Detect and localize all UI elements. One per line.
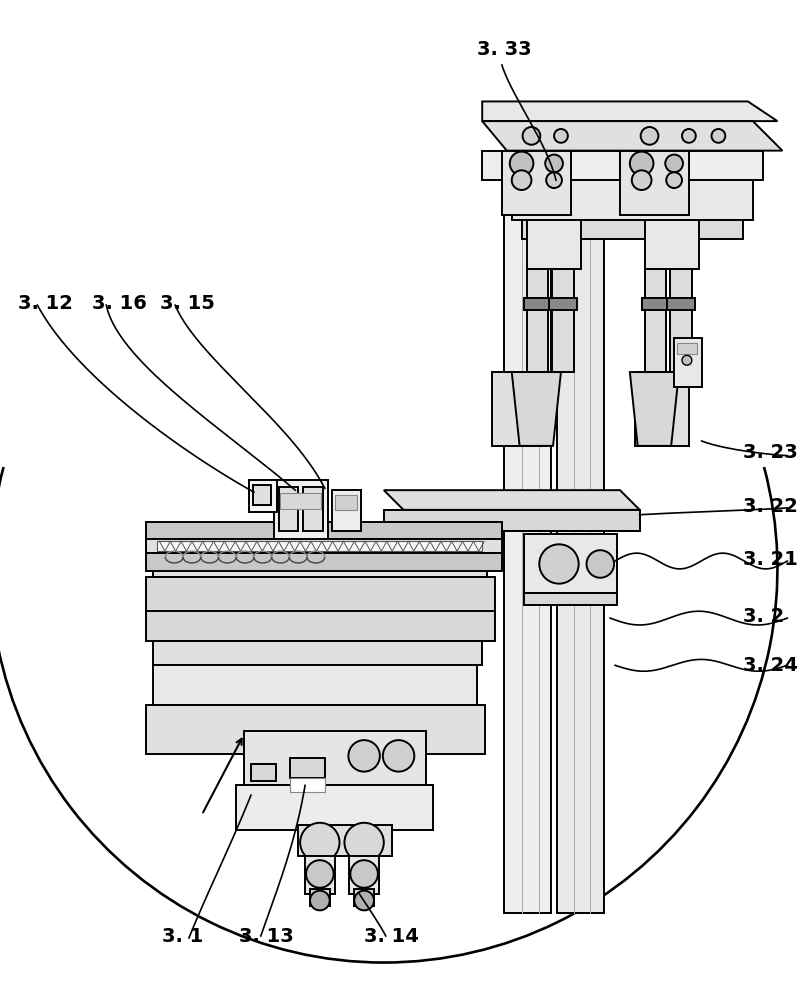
Bar: [524, 593, 617, 605]
Bar: [153, 641, 483, 665]
Circle shape: [629, 152, 654, 175]
Polygon shape: [384, 490, 640, 510]
Polygon shape: [483, 121, 782, 151]
Bar: [153, 665, 477, 705]
Circle shape: [682, 355, 692, 365]
Circle shape: [665, 155, 683, 172]
Circle shape: [510, 152, 533, 175]
Bar: [492, 372, 546, 446]
Bar: [620, 151, 689, 215]
Circle shape: [632, 170, 651, 190]
Bar: [524, 534, 617, 593]
Bar: [670, 269, 692, 372]
Bar: [145, 553, 502, 571]
Text: 3. 21: 3. 21: [743, 550, 798, 569]
Circle shape: [349, 740, 380, 772]
Bar: [281, 493, 321, 509]
Bar: [524, 298, 551, 310]
Bar: [667, 298, 695, 310]
Bar: [244, 731, 426, 785]
Circle shape: [667, 172, 682, 188]
Bar: [253, 485, 270, 505]
Text: 3. 23: 3. 23: [743, 443, 798, 462]
Bar: [145, 539, 502, 553]
Circle shape: [539, 544, 579, 584]
Bar: [521, 220, 743, 239]
Bar: [274, 480, 328, 539]
Bar: [645, 269, 667, 372]
Text: 3. 16: 3. 16: [91, 294, 146, 313]
Bar: [526, 220, 580, 269]
Bar: [332, 490, 362, 531]
Circle shape: [712, 129, 725, 143]
Circle shape: [345, 823, 384, 862]
Circle shape: [682, 129, 696, 143]
Polygon shape: [629, 372, 679, 446]
Bar: [674, 338, 701, 387]
Circle shape: [354, 891, 374, 910]
Text: 3. 2: 3. 2: [743, 607, 784, 626]
Text: 3. 15: 3. 15: [161, 294, 215, 313]
Bar: [512, 180, 753, 220]
Bar: [249, 480, 277, 512]
Bar: [145, 522, 502, 539]
Circle shape: [523, 127, 540, 145]
Bar: [502, 151, 571, 215]
Circle shape: [641, 127, 659, 145]
Circle shape: [310, 891, 330, 910]
Bar: [305, 856, 335, 894]
Bar: [384, 510, 640, 531]
Bar: [310, 889, 330, 906]
Bar: [335, 495, 358, 510]
Bar: [303, 487, 323, 531]
Text: 3. 13: 3. 13: [239, 927, 294, 946]
Bar: [291, 758, 324, 778]
Circle shape: [587, 550, 614, 578]
Circle shape: [300, 823, 340, 862]
Bar: [153, 537, 487, 577]
Circle shape: [512, 170, 532, 190]
Polygon shape: [483, 101, 777, 121]
Text: 3. 22: 3. 22: [743, 497, 798, 516]
Bar: [145, 577, 495, 611]
Bar: [526, 269, 548, 372]
Bar: [483, 151, 763, 180]
Bar: [677, 343, 696, 354]
Polygon shape: [512, 372, 561, 446]
Circle shape: [383, 740, 414, 772]
Text: 3. 24: 3. 24: [743, 656, 798, 675]
Bar: [145, 705, 485, 754]
Bar: [557, 205, 604, 913]
Circle shape: [554, 129, 568, 143]
Bar: [299, 825, 391, 856]
Bar: [157, 541, 483, 551]
Bar: [278, 487, 299, 531]
Bar: [552, 269, 574, 372]
Bar: [642, 298, 669, 310]
Text: 3. 1: 3. 1: [162, 927, 203, 946]
Text: 3. 14: 3. 14: [364, 927, 419, 946]
Bar: [354, 889, 374, 906]
Bar: [504, 205, 551, 913]
Bar: [291, 778, 324, 792]
Text: 3. 12: 3. 12: [18, 294, 73, 313]
Circle shape: [546, 172, 562, 188]
Circle shape: [306, 860, 333, 888]
Bar: [549, 298, 577, 310]
Bar: [236, 785, 433, 830]
Bar: [251, 764, 275, 781]
Bar: [635, 372, 689, 446]
Circle shape: [546, 155, 563, 172]
Text: 3. 33: 3. 33: [477, 40, 532, 59]
Circle shape: [350, 860, 378, 888]
Bar: [645, 220, 699, 269]
Bar: [145, 611, 495, 641]
Bar: [349, 856, 378, 894]
